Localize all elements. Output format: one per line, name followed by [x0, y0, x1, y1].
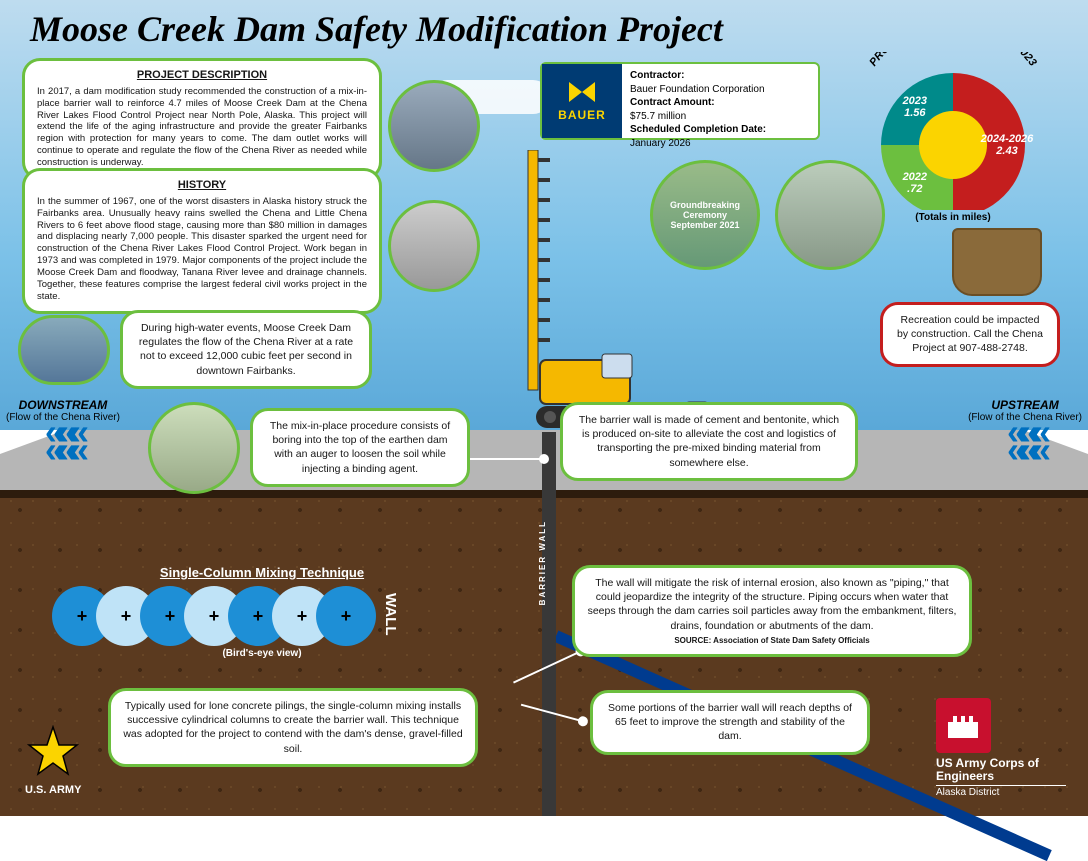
- history: HISTORY In the summer of 1967, one of th…: [22, 168, 382, 314]
- photo-auger: [148, 402, 240, 494]
- mix-procedure: The mix-in-place procedure consists of b…: [250, 408, 470, 487]
- photo-dam-outlet: [18, 315, 110, 385]
- us-army-logo: U.S. ARMY: [25, 725, 81, 798]
- flow-arrows-left: ««««««: [6, 423, 120, 459]
- progress-gauge: PROGRESS AS OF OCTOBER 2023 2022.7220231…: [848, 60, 1058, 223]
- depth-info: Some portions of the barrier wall will r…: [590, 690, 870, 755]
- single-column-mixing: Single-Column Mixing Technique +++++++ W…: [52, 565, 472, 659]
- park-sign-icon: [952, 228, 1042, 296]
- recreation-notice: Recreation could be impacted by construc…: [880, 302, 1060, 367]
- drilling-rig-icon: [510, 150, 710, 435]
- bauer-logo: BAUER: [542, 64, 622, 138]
- piping-info: The wall will mitigate the risk of inter…: [572, 565, 972, 657]
- upstream-label: UPSTREAM: [991, 398, 1058, 412]
- barrier-wall-label: BARRIER WALL: [538, 520, 547, 605]
- regulation-fact: During high-water events, Moose Creek Da…: [120, 310, 372, 389]
- project-description: PROJECT DESCRIPTION In 2017, a dam modif…: [22, 58, 382, 180]
- usace-logo: US Army Corps of Engineers Alaska Distri…: [936, 698, 1066, 798]
- page-title: Moose Creek Dam Safety Modification Proj…: [30, 8, 723, 50]
- flow-arrows-right: ««««««: [968, 423, 1082, 459]
- barrier-wall: [542, 432, 556, 816]
- photo-construction-1: [388, 80, 480, 172]
- scm-description: Typically used for lone concrete pilings…: [108, 688, 478, 767]
- contractor-box: BAUER Contractor:Bauer Foundation Corpor…: [540, 62, 820, 140]
- downstream-label: DOWNSTREAM: [19, 398, 108, 412]
- photo-historic: [388, 200, 480, 292]
- barrier-material: The barrier wall is made of cement and b…: [560, 402, 858, 481]
